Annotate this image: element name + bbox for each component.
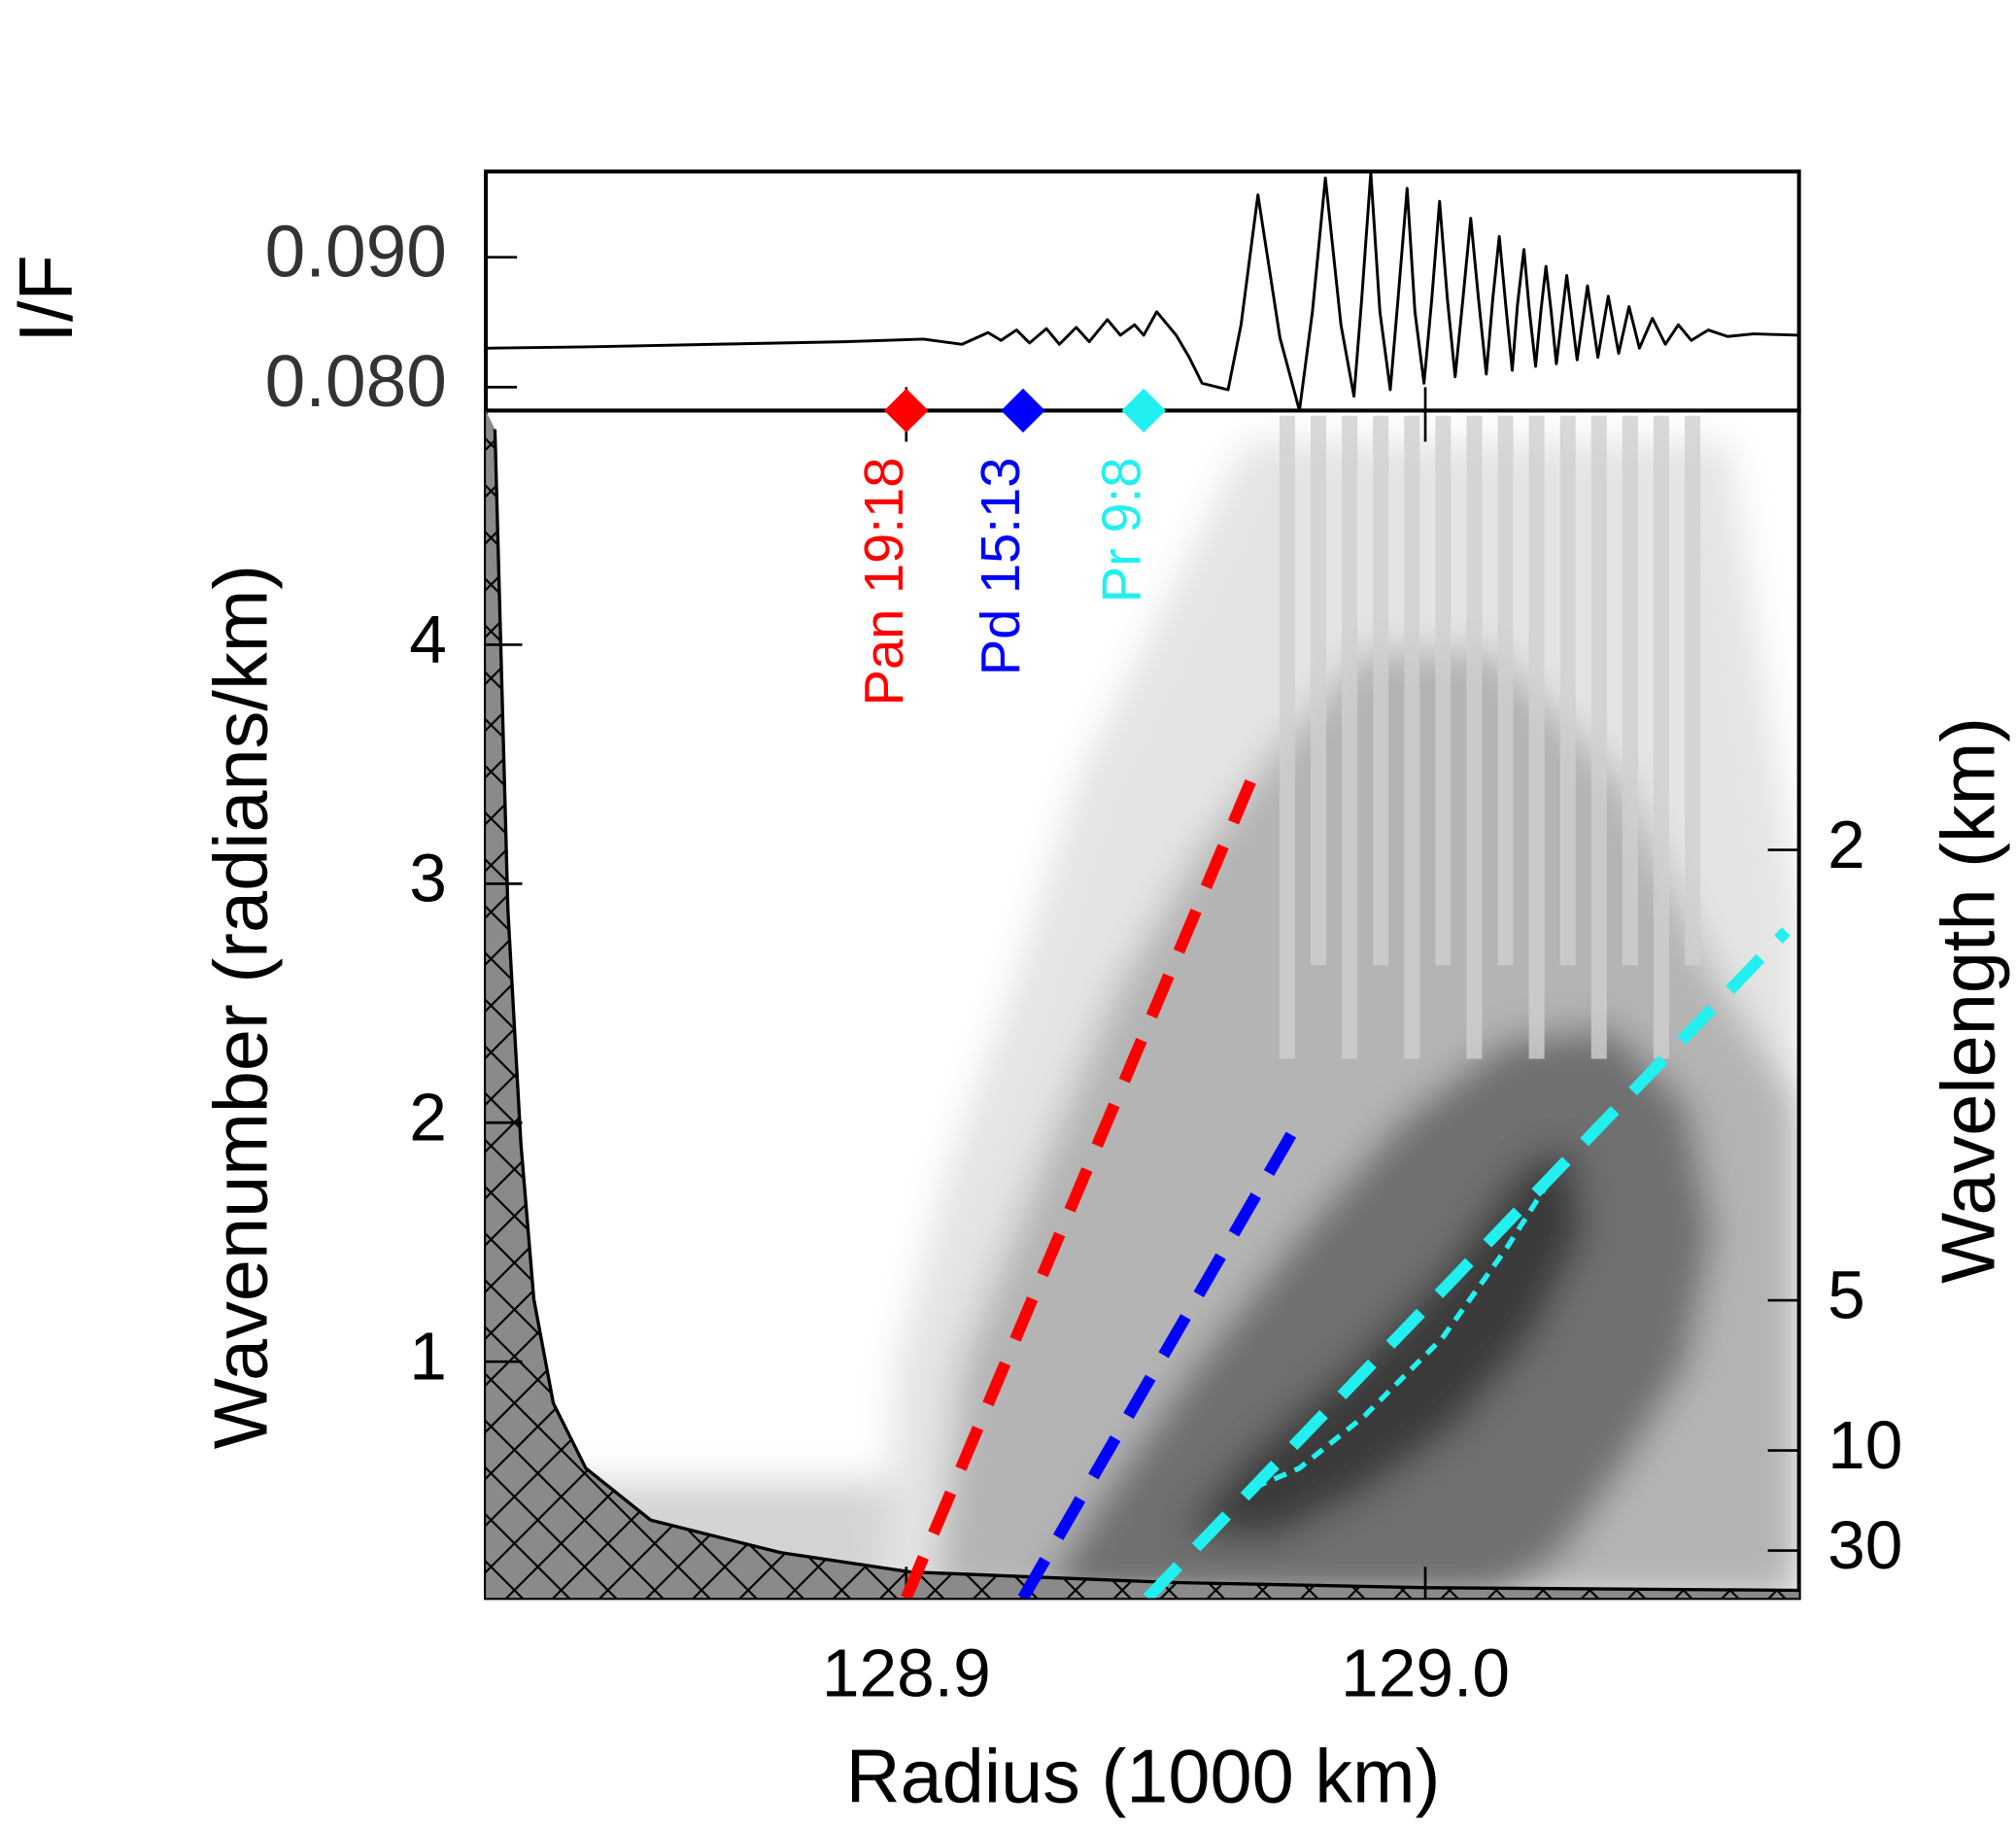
power-streak [1653, 415, 1669, 1059]
power-streak [1279, 415, 1295, 1059]
y-tick-label: 0.090 [265, 210, 447, 292]
y2-tick-label: 10 [1828, 1407, 1902, 1483]
top-frame [484, 169, 1801, 413]
power-streak [1435, 415, 1452, 966]
power-spectrum [494, 415, 1799, 1599]
power-streak [1373, 415, 1389, 966]
power-streak [1310, 415, 1327, 966]
resonance-label: Pr 9:8 [1090, 458, 1151, 603]
power-streak [1528, 415, 1545, 1059]
x-axis-label: Radius (1000 km) [846, 1736, 1441, 1819]
resonance-label: Pd 15:13 [970, 458, 1031, 676]
power-streak [1590, 415, 1607, 1059]
y2-axis-label: Wavelength (km) [1928, 717, 2011, 1284]
y-tick-label: 3 [409, 841, 447, 916]
resonance-marker [1121, 388, 1166, 433]
resonance-label: Pan 19:18 [853, 458, 914, 706]
power-streak [1404, 415, 1420, 1059]
x-tick-label: 129.0 [1341, 1636, 1510, 1711]
cone-of-influence [493, 429, 1799, 1593]
power-streak [1685, 415, 1701, 966]
y2-tick-label: 2 [1828, 807, 1865, 882]
y2-tick-label: 5 [1828, 1257, 1865, 1332]
resonance-line [1017, 1117, 1305, 1599]
y-tick-label: 1 [409, 1319, 447, 1395]
resonance-marker [1001, 388, 1045, 433]
y-tick-label: 4 [409, 602, 447, 677]
power-streak [1342, 415, 1358, 1059]
power-streak [1559, 415, 1576, 966]
power-streak [1622, 415, 1638, 966]
resonance-marker [884, 388, 929, 433]
power-contour [1181, 1143, 1586, 1540]
y-axis-label: I/F [5, 255, 88, 342]
power-streak [1497, 415, 1514, 966]
resonance-line [901, 762, 1264, 1599]
profile-line [487, 171, 1799, 412]
y-tick-label: 2 [409, 1080, 447, 1155]
power-streak [1466, 415, 1483, 1059]
y2-tick-label: 30 [1828, 1507, 1902, 1583]
x-tick-label: 128.9 [822, 1636, 991, 1711]
fit-curve [1252, 1174, 1555, 1491]
y-tick-label: 0.080 [265, 340, 447, 422]
y-axis-label: Wavenumber (radians/km) [200, 565, 284, 1449]
